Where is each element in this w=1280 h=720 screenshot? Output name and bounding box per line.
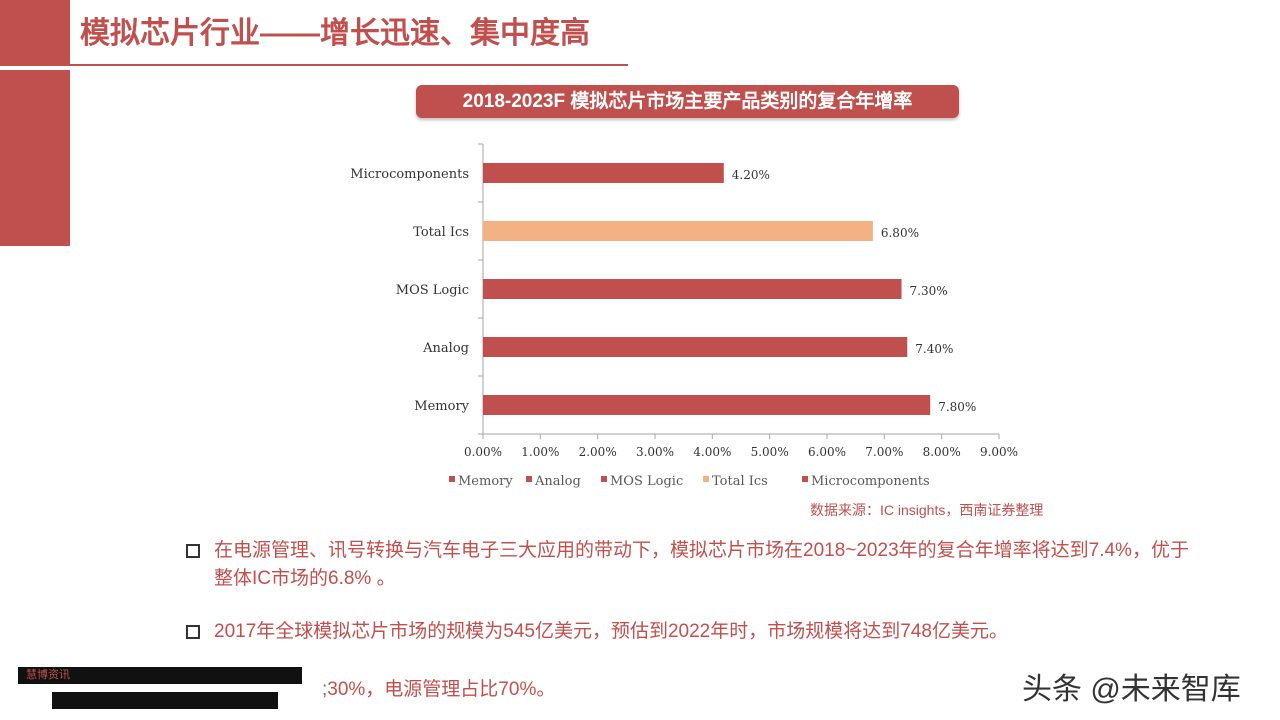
bullet-item-1: 在电源管理、讯号转换与汽车电子三大应用的带动下，模拟芯片市场在2018~2023…: [186, 537, 1206, 593]
chart-title: 2018-2023F 模拟芯片市场主要产品类别的复合年增率: [416, 85, 959, 118]
x-tick-label: 3.00%: [636, 445, 674, 459]
data-label: 6.80%: [881, 226, 919, 240]
redaction-label: 慧博资讯: [26, 669, 70, 681]
legend-label: Microcomponents: [811, 474, 930, 489]
chart-axes: 0.00% 1.00% 2.00% 3.00% 4.00% 5.00% 6.00% 7.00%…: [464, 143, 1018, 459]
category-label: Microcomponents: [350, 167, 469, 182]
legend-label: MOS Logic: [610, 474, 683, 489]
bar: [483, 337, 908, 357]
legend-label: Analog: [534, 474, 581, 489]
bar: [483, 163, 724, 183]
chart-legend: Memory Analog MOS Logic Total Ics Microcompo…: [449, 474, 930, 489]
category-label: Analog: [422, 341, 469, 356]
x-tick-label: 8.00%: [923, 445, 961, 459]
decor-bar-top: [0, 0, 70, 66]
bullet-item-2: 2017年全球模拟芯片市场的规模为545亿美元，预估到2022年时，市场规模将达…: [186, 618, 1206, 646]
bullet-square-icon: [186, 625, 200, 639]
data-source: 数据来源：IC insights，西南证券整理: [810, 502, 1044, 518]
bullet-partial-text: ;30%，电源管理占比70%。: [322, 679, 556, 700]
x-tick-label: 7.00%: [865, 445, 903, 459]
bar: [483, 395, 931, 415]
title-underline: [70, 64, 628, 66]
legend-swatch: [703, 476, 709, 482]
chart-labels: Microcomponents 4.20% Total Ics 6.80% MOS Lo…: [350, 167, 976, 414]
category-label: Total Ics: [413, 225, 469, 240]
redaction-block: [52, 692, 278, 709]
decor-bar-side: [0, 70, 70, 246]
data-label: 4.20%: [732, 168, 770, 182]
watermark: 头条 @未来智库: [1022, 673, 1241, 706]
x-tick-label: 2.00%: [579, 445, 617, 459]
x-tick-label: 6.00%: [808, 445, 846, 459]
bullet-text: 2017年全球模拟芯片市场的规模为545亿美元，预估到2022年时，市场规模将达…: [214, 621, 1008, 642]
legend-label: Total Ics: [712, 474, 768, 489]
redaction-block: 慧博资讯: [18, 667, 302, 684]
legend-swatch: [601, 476, 607, 482]
bar: [483, 279, 902, 299]
data-label: 7.40%: [915, 342, 953, 356]
data-label: 7.30%: [910, 284, 948, 298]
x-tick-label: 0.00%: [464, 445, 502, 459]
legend-label: Memory: [458, 474, 513, 489]
x-tick-label: 5.00%: [751, 445, 789, 459]
chart-bars: [483, 163, 931, 415]
x-tick-label: 9.00%: [980, 445, 1018, 459]
x-tick-label: 4.00%: [693, 445, 731, 459]
slide-title: 模拟芯片行业——增长迅速、集中度高: [80, 17, 590, 50]
data-label: 7.80%: [938, 400, 976, 414]
bullet-text: 在电源管理、讯号转换与汽车电子三大应用的带动下，模拟芯片市场在2018~2023…: [214, 540, 1189, 589]
bar: [483, 221, 873, 241]
x-tick-label: 1.00%: [521, 445, 559, 459]
bullet-square-icon: [186, 544, 200, 558]
category-label: Memory: [414, 399, 469, 414]
category-label: MOS Logic: [396, 283, 469, 298]
legend-swatch: [449, 476, 455, 482]
legend-swatch: [526, 476, 532, 482]
legend-swatch: [802, 476, 808, 482]
